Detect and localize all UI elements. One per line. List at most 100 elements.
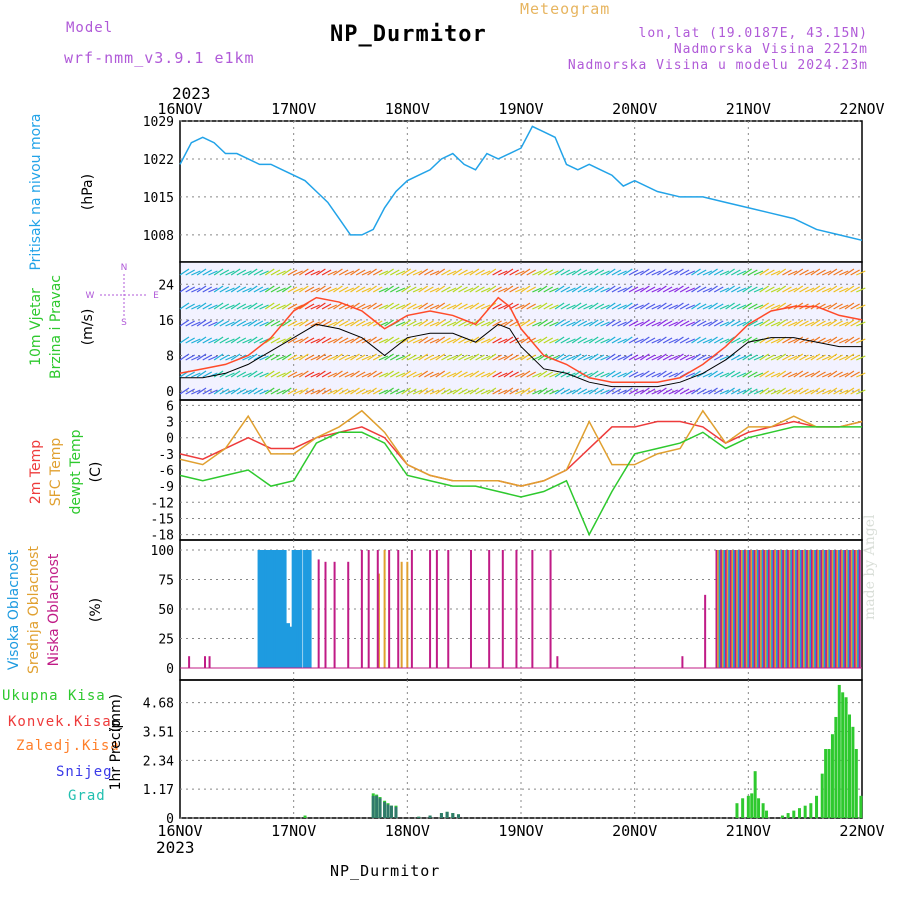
wind-barb [435, 336, 446, 344]
wind-barb [469, 336, 480, 344]
cloud-bar-late [772, 550, 775, 668]
wind-barb [230, 353, 241, 361]
wind-barb [446, 270, 457, 276]
wind-barb [281, 302, 292, 310]
wind-barb [355, 269, 366, 276]
wind-barb [321, 303, 332, 310]
wind-barb [821, 270, 832, 276]
wind-barb [213, 285, 224, 293]
wind-barb [691, 370, 701, 378]
wind-barb [344, 287, 355, 293]
wind-barb [759, 353, 770, 361]
cloud-bar-late [766, 550, 769, 668]
low-cloud-bar [469, 550, 472, 668]
cloud-bar-late [825, 550, 828, 668]
wind-barb [628, 388, 639, 395]
wind-barb [821, 321, 832, 327]
wind-barb [407, 303, 417, 310]
cloud-bar-late [838, 550, 841, 668]
y-tick-label: 2.34 [143, 754, 174, 769]
wind-barb [662, 371, 673, 378]
y-tick-label: 0 [166, 662, 174, 677]
precip-total-bar [741, 798, 745, 818]
wind-barb [486, 268, 497, 276]
wind-barb [708, 387, 718, 395]
precip-snow-bar [439, 813, 443, 818]
wind-barb [509, 371, 519, 378]
wind-barb [679, 320, 690, 327]
wind-barb [685, 304, 696, 310]
wind-barb [264, 370, 275, 378]
wind-barb [651, 389, 661, 395]
wind-barb [515, 304, 525, 310]
wind-barb [634, 321, 644, 327]
wind-barb [600, 338, 610, 344]
wind-barb [293, 321, 303, 327]
wind-barb [355, 371, 366, 378]
wind-barb [816, 286, 826, 293]
wind-barb [515, 389, 525, 395]
wind-barb [748, 286, 758, 293]
wind-barb [583, 355, 593, 361]
wind-barb [412, 372, 423, 378]
cloud-bar-late [828, 550, 831, 668]
wind-barb [276, 355, 286, 361]
wind-barb [492, 354, 502, 361]
wind-barb [287, 320, 298, 327]
wind-barb [520, 285, 531, 293]
wind-barb [856, 304, 866, 310]
wind-barb [821, 304, 832, 310]
wind-barb [696, 371, 707, 378]
cloud-bar-late [806, 550, 809, 668]
wind-barb [759, 268, 770, 276]
wind-barb [310, 372, 320, 378]
wind-barb [685, 372, 696, 378]
low-cloud-bar [531, 550, 534, 668]
wind-barb [401, 302, 411, 310]
x-tick-top: 17NOV [271, 100, 316, 118]
cloud-bar-late [782, 550, 785, 668]
wind-barb [856, 270, 866, 276]
wind-barb [782, 371, 792, 378]
wind-barb [839, 321, 849, 327]
x-tick-top: 20NOV [612, 100, 657, 118]
wind-barb [378, 287, 389, 293]
y-tick-label: -15 [151, 512, 174, 527]
model-name: wrf-nmm_v3.9.1 e1km [64, 49, 255, 67]
precip-total-bar [757, 798, 761, 818]
wind-barb [725, 268, 735, 276]
wind-barb [549, 389, 559, 395]
wind-barb [264, 285, 275, 293]
wind-barb [617, 389, 627, 395]
cloud-bar-late [720, 550, 723, 668]
wind-barb [202, 337, 213, 344]
wind-barb [719, 389, 730, 395]
precip-total-bar [824, 749, 828, 818]
wind-barb [537, 370, 548, 378]
wind-barb [299, 387, 309, 395]
wind-barb [503, 268, 514, 276]
wind-barb [617, 287, 627, 293]
cloud-bar-late [737, 550, 740, 668]
wind-barb [384, 268, 394, 276]
high-cloud-bar [291, 550, 296, 668]
wind-barb [247, 319, 258, 327]
wind-barb [446, 304, 457, 310]
precip-snow-bar [378, 798, 382, 818]
wind-barb [662, 320, 673, 327]
wind-barb [600, 355, 610, 361]
wind-barb [827, 353, 838, 361]
wind-barb [480, 321, 491, 327]
wind-barb [407, 371, 417, 378]
wind-barb [696, 320, 707, 327]
wind-barb [287, 303, 298, 310]
wind-barb [515, 372, 525, 378]
wind-barb [463, 304, 474, 310]
wind-barb [532, 287, 542, 293]
wind-barb [571, 353, 582, 361]
wind-barb [759, 285, 770, 293]
wind-barb [839, 287, 849, 293]
mid-cloud-bar [406, 561, 409, 668]
precip-total-bar [834, 716, 838, 818]
wind-barb [685, 321, 696, 327]
